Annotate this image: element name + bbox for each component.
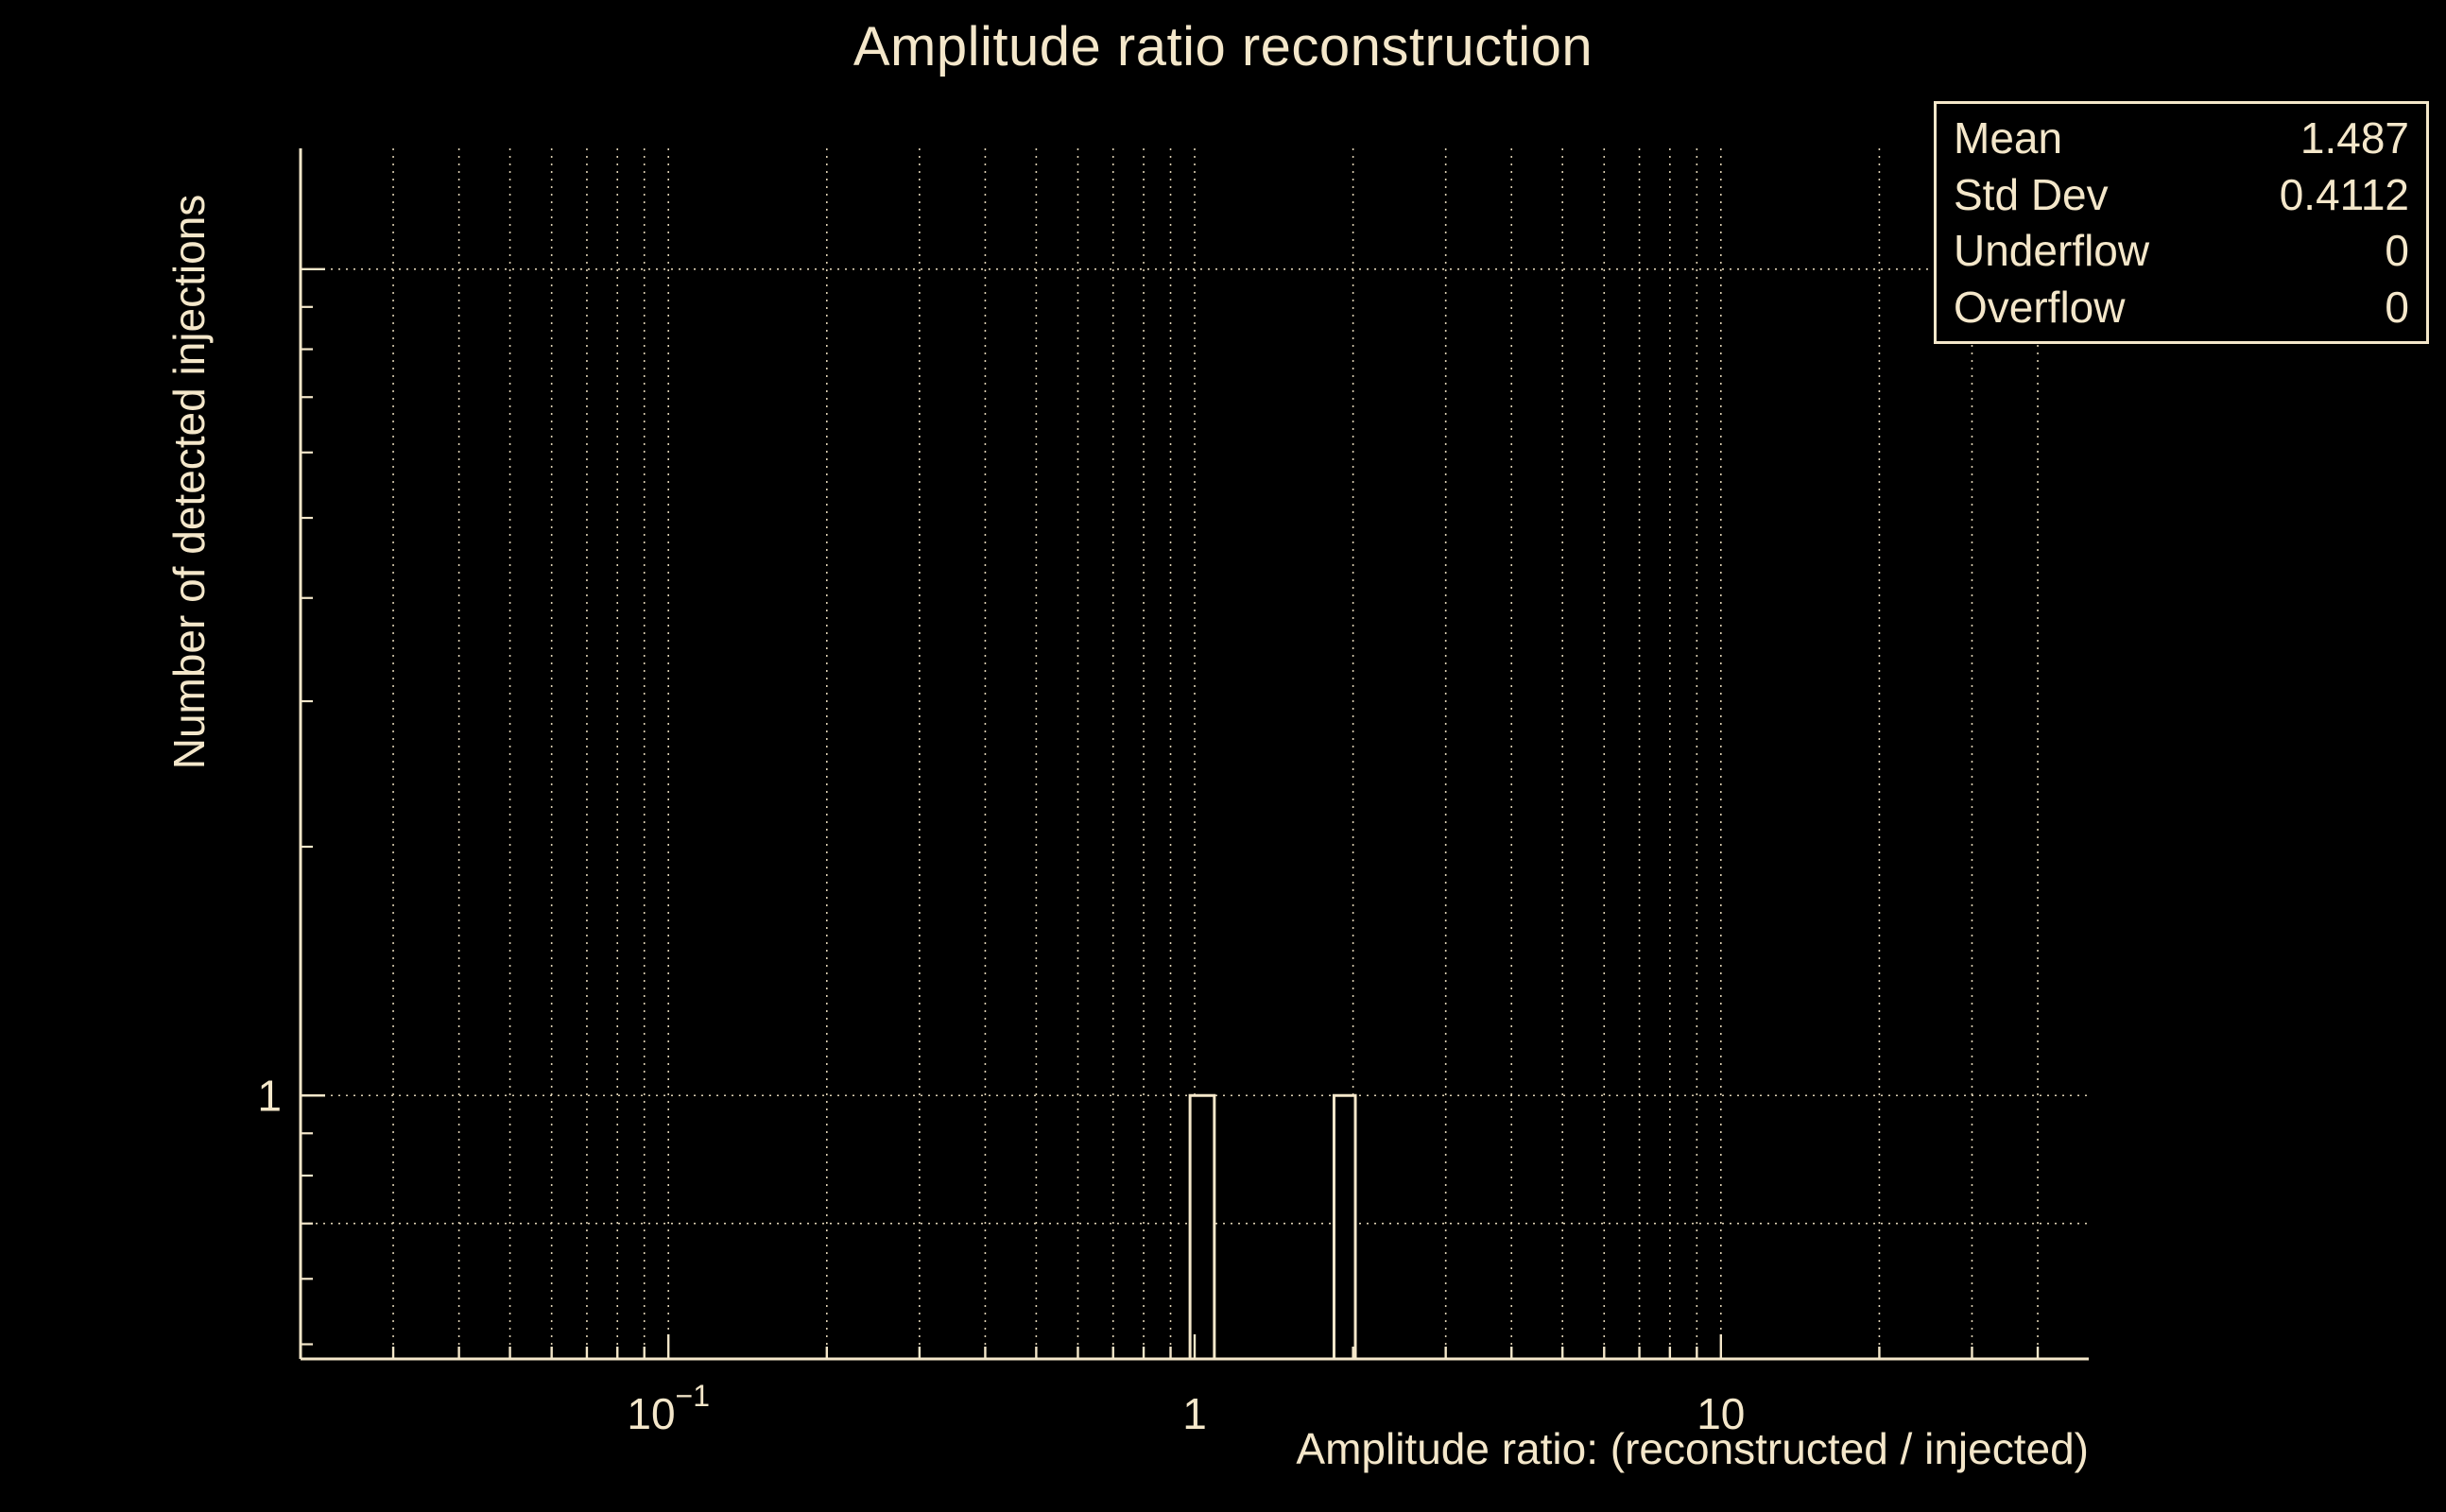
stats-row: Underflow 0 bbox=[1954, 225, 2409, 276]
stats-box: Mean 1.487 Std Dev 0.4112 Underflow 0 Overflow… bbox=[1934, 101, 2429, 344]
histogram-bar bbox=[1188, 1093, 1216, 1361]
stats-row: Mean 1.487 bbox=[1954, 112, 2409, 163]
histogram-bar bbox=[1332, 1093, 1357, 1361]
stats-label: Std Dev bbox=[1954, 169, 2109, 219]
stats-value: 1.487 bbox=[2300, 112, 2409, 163]
x-tick-label: 10−1 bbox=[627, 1379, 710, 1438]
y-tick-label: 1 bbox=[257, 1071, 282, 1120]
stats-label: Overflow bbox=[1954, 283, 2126, 333]
x-tick-label: 10 bbox=[1697, 1389, 1745, 1438]
stats-value: 0 bbox=[2385, 283, 2409, 333]
x-tick-label: 1 bbox=[1182, 1389, 1207, 1438]
chart-title: Amplitude ratio reconstruction bbox=[853, 16, 1593, 77]
stats-label: Mean bbox=[1954, 112, 2063, 163]
stats-label: Underflow bbox=[1954, 226, 2150, 276]
stats-value: 0.4112 bbox=[2279, 169, 2409, 219]
stats-row: Overflow 0 bbox=[1954, 282, 2409, 333]
stats-value: 0 bbox=[2385, 226, 2409, 276]
y-axis-title: Number of detected injections bbox=[164, 194, 214, 770]
x-axis-title: Amplitude ratio: (reconstructed / inject… bbox=[1296, 1424, 2089, 1473]
stats-row: Std Dev 0.4112 bbox=[1954, 169, 2409, 220]
